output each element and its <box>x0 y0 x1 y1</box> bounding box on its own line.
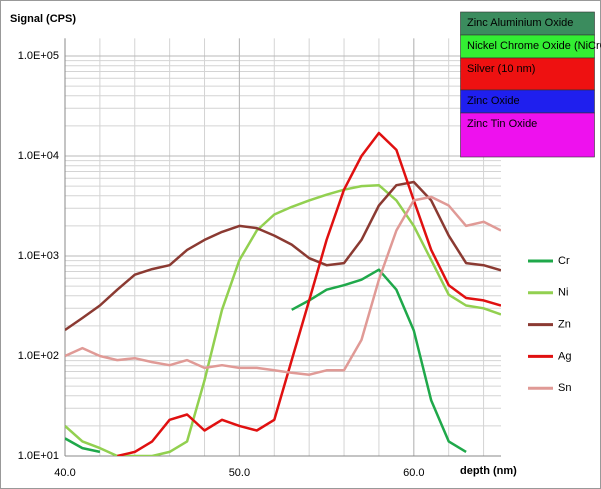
layer-label: Nickel Chrome Oxide (NiCrOx) <box>467 40 601 52</box>
y-tick-label: 1.0E+05 <box>18 50 59 62</box>
x-tick-label: 40.0 <box>54 467 75 479</box>
x-axis-title: depth (nm) <box>460 465 517 477</box>
x-tick-label: 60.0 <box>403 467 424 479</box>
legend-label: Sn <box>558 382 571 394</box>
x-tick-label: 50.0 <box>229 467 250 479</box>
legend-label: Zn <box>558 319 571 331</box>
legend-label: Ag <box>558 350 571 362</box>
series-line <box>117 131 501 457</box>
layer-band <box>460 57 595 91</box>
layer-label: Zinc Tin Oxide <box>467 118 537 130</box>
legend-label: Cr <box>558 255 570 267</box>
y-axis-title: Signal (CPS) <box>10 13 76 25</box>
layer-label: Zinc Oxide <box>467 95 520 107</box>
series-line <box>65 268 467 454</box>
y-tick-label: 1.0E+04 <box>18 150 59 162</box>
layer-label: Zinc Aluminium Oxide <box>467 17 573 29</box>
series-line <box>65 183 501 457</box>
y-tick-label: 1.0E+02 <box>18 350 59 362</box>
layer-band <box>460 112 595 158</box>
y-tick-label: 1.0E+03 <box>18 250 59 262</box>
series-line <box>65 195 501 376</box>
layer-label: Silver (10 nm) <box>467 63 535 75</box>
y-tick-label: 1.0E+01 <box>18 450 59 462</box>
legend-label: Ni <box>558 287 568 299</box>
